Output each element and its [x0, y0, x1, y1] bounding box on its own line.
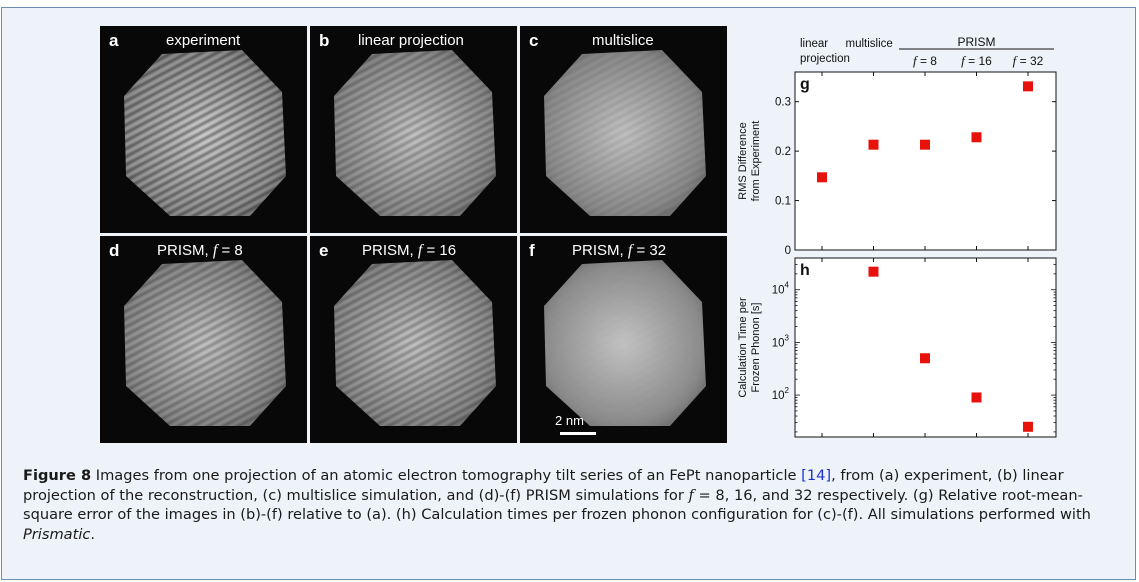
caption-label: Figure 8: [23, 467, 92, 484]
panel-b-linear-projection: b linear projection: [310, 26, 517, 233]
chart-h-axes: [794, 257, 1057, 438]
nanoparticle-image: [124, 50, 286, 216]
panel-title: PRISM, f = 16: [362, 242, 457, 259]
panel-e-prism-f16: e PRISM, f = 16: [310, 236, 517, 443]
chart-g-point: [1023, 81, 1033, 92]
chart-header-multislice: multislice: [846, 38, 893, 50]
chart-g-ytick-label: 0.1: [775, 196, 791, 208]
charts-g-h: linear projection multislice PRISM f = 8 f = …: [737, 35, 1057, 438]
chart-g-panel-label: g: [800, 76, 810, 93]
chart-h-ytick-label: 103: [772, 333, 790, 349]
panel-letter: c: [529, 31, 539, 50]
chart-h-ylabel-line1: Calculation Time per: [737, 297, 749, 398]
chart-header-f-label: f = 16: [961, 53, 992, 68]
chart-h-point: [971, 392, 982, 403]
panel-title: PRISM, f = 8: [157, 242, 243, 259]
caption-text-1: Images from one projection of an atomic …: [91, 467, 802, 484]
scale-bar: [560, 432, 596, 435]
panel-title: linear projection: [358, 32, 464, 49]
chart-h-point: [868, 266, 879, 277]
caption-math-f: f: [688, 486, 694, 504]
citation-link[interactable]: [14]: [801, 467, 832, 484]
chart-h-point: [1023, 421, 1033, 432]
nanoparticle-image: [334, 50, 496, 216]
chart-g-ylabel-line1: RMS Difference: [737, 122, 749, 199]
chart-h-panel-label: h: [800, 262, 810, 279]
nanoparticle-image: [124, 260, 286, 426]
nanoparticle-image: [544, 50, 706, 216]
panel-title: PRISM, f = 32: [572, 242, 667, 259]
caption-text-2: , from (a) experiment, (b) linear projec…: [23, 467, 1064, 504]
chart-h-point: [920, 353, 930, 364]
figure-caption: Figure 8 Images from one projection of a…: [23, 466, 1113, 544]
nanoparticle-image: [334, 260, 496, 426]
chart-g-ytick-label: 0: [785, 245, 791, 257]
panel-c-multislice: c multislice: [520, 26, 727, 233]
chart-g-ytick-label: 0.3: [775, 97, 791, 109]
panel-letter: b: [319, 31, 330, 50]
chart-header-projection: projection: [800, 53, 850, 65]
panel-title: multislice: [592, 32, 654, 49]
panel-letter: d: [109, 241, 120, 260]
panel-d-prism-f8: d PRISM, f = 8: [100, 236, 307, 443]
chart-g-point: [817, 172, 827, 183]
chart-g-ytick-label: 0.2: [775, 146, 791, 158]
panel-title: experiment: [166, 32, 241, 49]
chart-g-point: [868, 139, 879, 150]
chart-g-point: [971, 132, 982, 143]
scale-bar-label: 2 nm: [555, 413, 584, 428]
chart-header-prism: PRISM: [957, 35, 995, 49]
chart-h-ytick-label: 102: [772, 386, 790, 402]
chart-header-linear: linear: [800, 38, 828, 50]
chart-g-axes: [794, 71, 1057, 251]
panel-a-experiment: a experiment: [100, 26, 307, 233]
panel-letter: a: [109, 31, 119, 50]
chart-h-ylabel-line2: Frozen Phonon [s]: [750, 303, 762, 393]
caption-software-name: Prismatic: [23, 525, 91, 543]
chart-h-ytick-label: 104: [772, 281, 790, 297]
chart-header-f-label: f = 8: [913, 53, 937, 68]
caption-text-3: = 8, 16, and 32 respectively. (g) Relati…: [23, 486, 1091, 524]
chart-g-ylabel-line2: from Experiment: [750, 121, 762, 202]
caption-text-4: .: [90, 525, 96, 543]
panel-letter: f: [529, 241, 535, 260]
panel-f-prism-f32: f PRISM, f = 32: [520, 236, 727, 443]
nanoparticle-image: [544, 260, 706, 426]
chart-g-point: [920, 139, 930, 150]
panel-letter: e: [319, 241, 329, 260]
chart-header-f-label: f = 32: [1013, 53, 1044, 68]
